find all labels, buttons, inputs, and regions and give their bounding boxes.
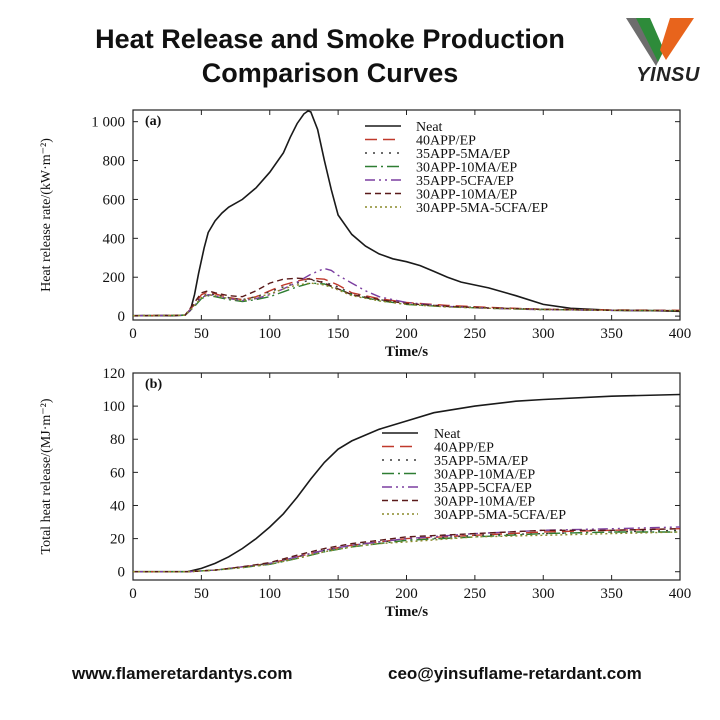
x-tick-label: 100 [259,586,282,602]
legend-label: 30APP-10MA/EP [434,468,535,483]
legend-label: 30APP-10MA/EP [416,161,517,176]
y-tick-label: 80 [110,432,125,448]
legend-label: 35APP-5CFA/EP [434,481,532,496]
logo-orange-wing [660,18,694,60]
x-tick-label: 0 [129,326,137,342]
legend-label: 30APP-5MA-5CFA/EP [416,201,548,216]
x-tick-label: 350 [600,326,623,342]
logo-grey-wing [626,18,662,66]
x-tick-label: 200 [395,326,418,342]
x-tick-label: 50 [194,586,209,602]
x-tick-label: 400 [669,586,692,602]
x-tick-label: 300 [532,326,555,342]
y-tick-label: 0 [118,309,126,325]
plot-frame [132,372,681,581]
x-tick-label: 250 [464,586,487,602]
series-line [133,531,681,573]
legend-label: 35APP-5CFA/EP [416,174,514,189]
x-tick-label: 350 [600,586,623,602]
series-line [132,277,681,317]
email-link[interactable]: ceo@yinsuflame-retardant.com [388,664,642,683]
legend-label: 40APP/EP [434,441,494,456]
logo-brand-text: YINSU [636,64,700,86]
logo-green-wing [636,18,664,62]
y-tick-label: 1 000 [91,115,125,131]
legend-label: 35APP-5MA/EP [416,147,510,162]
y-tick-label: 200 [103,270,126,286]
website-link[interactable]: www.flameretardantys.com [72,664,293,683]
series-line [132,277,681,317]
panel-label: (a) [145,114,162,129]
x-tick-label: 200 [395,586,418,602]
legend-label: 30APP-5MA-5CFA/EP [434,508,566,523]
y-tick-label: 600 [103,192,126,208]
legend-label: Neat [434,427,461,442]
legend-label: 35APP-5MA/EP [434,454,528,469]
x-tick-label: 50 [194,326,209,342]
chart-panel-b: 0 50 100 150 200 250 300 350 400 0 20 40 60 80 100 120 (… [39,366,691,620]
series-line [132,282,681,317]
series-line [133,531,680,573]
x-tick-label: 250 [464,326,487,342]
series-line [133,393,681,573]
legend-label: 30APP-10MA/EP [416,188,517,203]
page-title-line-1: Heat Release and Smoke Production [95,24,565,54]
series-line [133,528,681,573]
y-axis-label: Heat release rate/(kW·m⁻²) [39,138,54,292]
x-tick-label: 150 [327,586,350,602]
legend: Neat40APP/EP35APP-5MA/EP30APP-10MA/EP35A… [382,427,566,523]
page-title-line-2: Comparison Curves [201,58,459,88]
y-tick-label: 400 [103,231,126,247]
page-title: Heat Release and Smoke Production Compar… [30,22,630,90]
y-tick-label: 0 [118,565,126,581]
panel-label: (b) [145,377,162,392]
y-tick-label: 20 [110,532,125,548]
y-axis-label: Total heat release/(MJ·m⁻²) [39,398,54,554]
series-line [133,529,681,573]
x-tick-label: 0 [129,586,137,602]
series-line [132,279,681,317]
x-tick-label: 300 [532,586,555,602]
y-tick-label: 60 [110,465,125,481]
x-axis-label: Time/s [385,604,428,620]
x-axis-label: Time/s [385,344,428,360]
x-tick-label: 150 [327,326,350,342]
chart-panel-a: 0 50 100 150 200 250 300 350 400 0 200 400 600 800 1 0… [39,109,692,360]
series-line [133,528,681,573]
series-line [133,110,681,317]
plot-frame [132,109,681,321]
yinsu-logo [626,18,694,66]
legend-label: 40APP/EP [416,134,476,149]
y-tick-label: 40 [110,498,125,514]
legend-label: Neat [416,120,443,135]
series-line [133,526,681,573]
y-tick-label: 800 [103,154,126,170]
legend-label: 30APP-10MA/EP [434,495,535,510]
x-tick-label: 100 [259,326,282,342]
x-tick-label: 400 [669,326,692,342]
legend: Neat40APP/EP35APP-5MA/EP30APP-10MA/EP35A… [365,120,548,216]
y-tick-label: 100 [103,399,126,415]
y-tick-label: 120 [103,366,126,382]
